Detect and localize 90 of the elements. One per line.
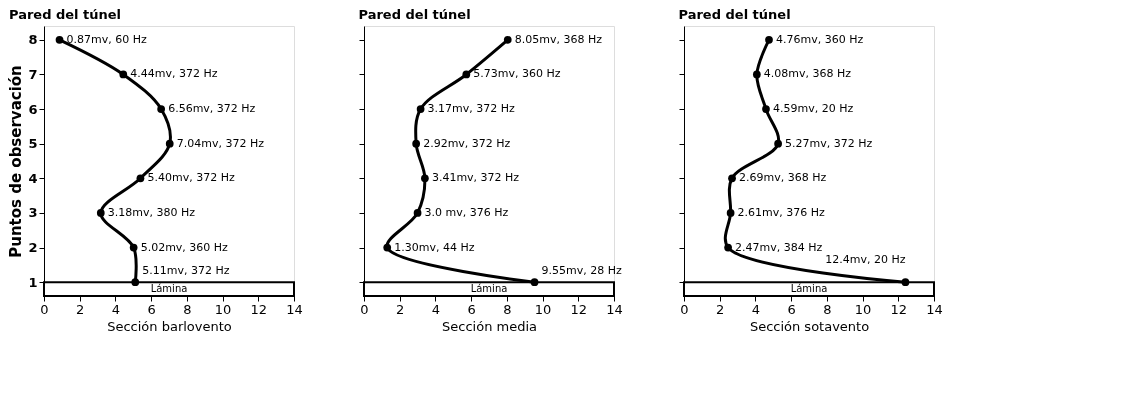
y-tick-label: 3	[28, 205, 38, 221]
point	[901, 278, 910, 287]
y-tick-label: 1	[28, 274, 38, 290]
annotation: 5.73mv, 360 Hz	[473, 67, 561, 81]
annotation: 1.30mv, 44 Hz	[394, 240, 475, 254]
x-tick-label: 2	[716, 301, 725, 317]
point	[765, 35, 773, 44]
x-tick-label: 10	[534, 301, 552, 317]
point	[416, 105, 425, 113]
annotation: 4.44mv, 372 Hz	[130, 67, 218, 81]
annotation: 3.18mv, 380 Hz	[107, 205, 196, 219]
x-tick-label: 14	[286, 301, 303, 317]
y-tick-label: 4	[28, 170, 38, 186]
point	[55, 35, 64, 44]
annotation: 8.05mv, 368 Hz	[514, 32, 603, 46]
x-tick-label: 2	[396, 301, 405, 317]
point	[413, 209, 422, 217]
point	[96, 209, 105, 217]
x-tick-label: 4	[751, 301, 761, 317]
y-axis-title: Puntos de observación	[7, 65, 26, 258]
chart-title: Pared del túnel	[8, 7, 122, 22]
x-tick-label: 0	[40, 301, 49, 317]
point	[129, 243, 138, 252]
y-tick-label: 5	[28, 136, 38, 152]
x-tick-label: 12	[890, 301, 908, 317]
annotation: 9.55mv, 28 Hz	[541, 264, 623, 278]
y-tick-label: 2	[28, 240, 38, 256]
annotation: 3.41mv, 372 Hz	[431, 171, 520, 185]
band-label: Lámina	[150, 283, 188, 295]
point	[131, 278, 140, 287]
y-tick-label: 8	[28, 32, 38, 48]
x-tick-label: 8	[823, 301, 832, 317]
x-tick-label: 8	[503, 301, 512, 317]
annotation: 6.56mv, 372 Hz	[168, 102, 256, 116]
point	[412, 139, 421, 148]
band-label: Lámina	[790, 283, 828, 295]
y-tick-label: 6	[28, 101, 38, 117]
x-tick-label: 0	[680, 301, 689, 317]
point	[119, 70, 128, 79]
point	[728, 174, 736, 183]
x-tick-label: 4	[111, 301, 121, 317]
x-tick-label: 10	[214, 301, 232, 317]
x-tick-label: 12	[570, 301, 588, 317]
chart-title: Pared del túnel	[678, 7, 791, 22]
point	[762, 105, 770, 113]
annotation: 5.02mv, 360 Hz	[140, 240, 229, 254]
point	[157, 105, 166, 113]
x-tick-label: 6	[147, 301, 156, 317]
x-tick-label: 6	[467, 301, 476, 317]
point	[136, 174, 145, 183]
annotation: 5.40mv, 372 Hz	[147, 171, 235, 185]
x-tick-label: 6	[787, 301, 796, 317]
point	[462, 70, 471, 79]
x-tick-label: 4	[431, 301, 441, 317]
annotation: 12.4mv, 20 Hz	[825, 253, 906, 267]
x-tick-label: 0	[360, 301, 369, 317]
point	[724, 243, 732, 252]
x-axis-title: Sección barlovento	[107, 318, 232, 334]
annotation: 2.92mv, 372 Hz	[423, 136, 511, 150]
x-tick-label: 8	[183, 301, 192, 317]
annotation: 4.08mv, 368 Hz	[763, 67, 852, 81]
x-axis-title: Sección sotavento	[749, 318, 870, 334]
annotation: 2.47mv, 384 Hz	[735, 240, 823, 254]
point	[752, 70, 761, 79]
annotation: 2.69mv, 368 Hz	[739, 171, 827, 185]
x-tick-label: 10	[854, 301, 872, 317]
annotation: 5.11mv, 372 Hz	[142, 264, 230, 278]
annotation: 4.76mv, 360 Hz	[776, 32, 864, 46]
annotation: 7.04mv, 372 Hz	[176, 136, 265, 150]
point	[165, 139, 174, 148]
y-tick-label: 7	[28, 66, 38, 82]
annotation: 5.27mv, 372 Hz	[785, 136, 873, 150]
point	[383, 243, 392, 252]
band-label: Lámina	[470, 283, 508, 295]
point	[774, 139, 782, 148]
annotation: 3.0 mv, 376 Hz	[424, 205, 509, 219]
point	[421, 174, 429, 183]
point	[503, 35, 512, 44]
chart-title: Pared del túnel	[358, 7, 471, 22]
annotation: 3.17mv, 372 Hz	[427, 102, 516, 116]
x-axis-title: Sección media	[442, 318, 537, 334]
point	[726, 209, 735, 217]
x-tick-label: 14	[606, 301, 623, 317]
annotation: 0.87mv, 60 Hz	[66, 32, 148, 46]
annotation: 4.59mv, 20 Hz	[772, 102, 854, 116]
x-tick-label: 14	[926, 301, 943, 317]
x-tick-label: 12	[250, 301, 268, 317]
x-tick-label: 2	[76, 301, 85, 317]
point	[530, 278, 539, 287]
annotation: 2.61mv, 376 Hz	[737, 205, 826, 219]
